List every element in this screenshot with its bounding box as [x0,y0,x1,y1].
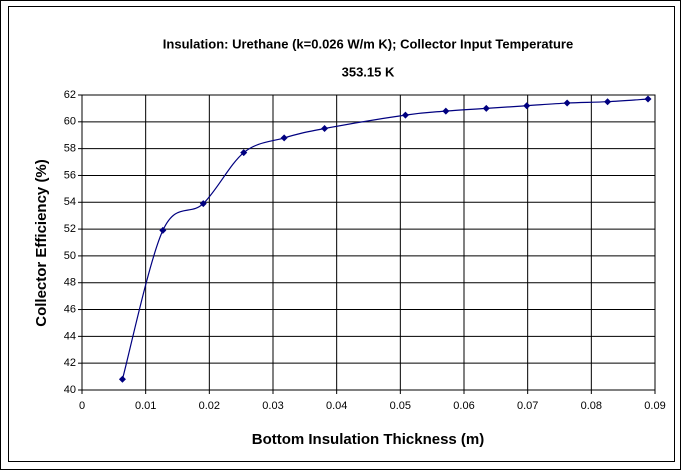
chart-title: Insulation: Urethane (k=0.026 W/m K); Co… [163,36,573,51]
data-point [482,104,490,112]
x-tick-label: 0.07 [517,400,538,412]
x-axis-title: Bottom Insulation Thickness (m) [252,431,485,448]
data-point [604,98,612,106]
y-tick-label: 44 [64,330,76,342]
data-point [280,134,288,142]
data-point [118,375,126,383]
x-tick-label: 0.08 [581,400,602,412]
x-tick-label: 0.06 [453,400,474,412]
chart-area [8,6,675,462]
data-point [644,95,652,103]
y-axis-title: Collector Efficiency (%) [33,159,50,327]
data-point [321,125,329,133]
data-point [442,107,450,115]
x-tick-label: 0 [79,400,85,412]
data-point [401,111,409,119]
x-tick-label: 0.02 [199,400,220,412]
y-tick-label: 42 [64,357,76,369]
x-tick-label: 0.04 [326,400,347,412]
y-tick-label: 48 [64,277,76,289]
y-tick-label: 60 [64,116,76,128]
y-tick-label: 56 [64,169,76,181]
data-point [240,149,248,157]
y-tick-label: 62 [64,89,76,101]
data-point [563,99,571,107]
y-tick-label: 58 [64,143,76,155]
x-tick-label: 0.09 [644,400,665,412]
y-tick-label: 40 [64,384,76,396]
y-tick-label: 52 [64,223,76,235]
y-tick-label: 46 [64,303,76,315]
y-tick-label: 54 [64,196,76,208]
data-point [159,226,167,234]
y-tick-label: 50 [64,250,76,262]
x-tick-label: 0.01 [135,400,156,412]
x-tick-label: 0.03 [262,400,283,412]
data-point [199,200,207,208]
chart-title: 353.15 K [342,64,395,79]
plot-area [81,94,656,391]
data-point [523,102,531,110]
x-tick-label: 0.05 [390,400,411,412]
